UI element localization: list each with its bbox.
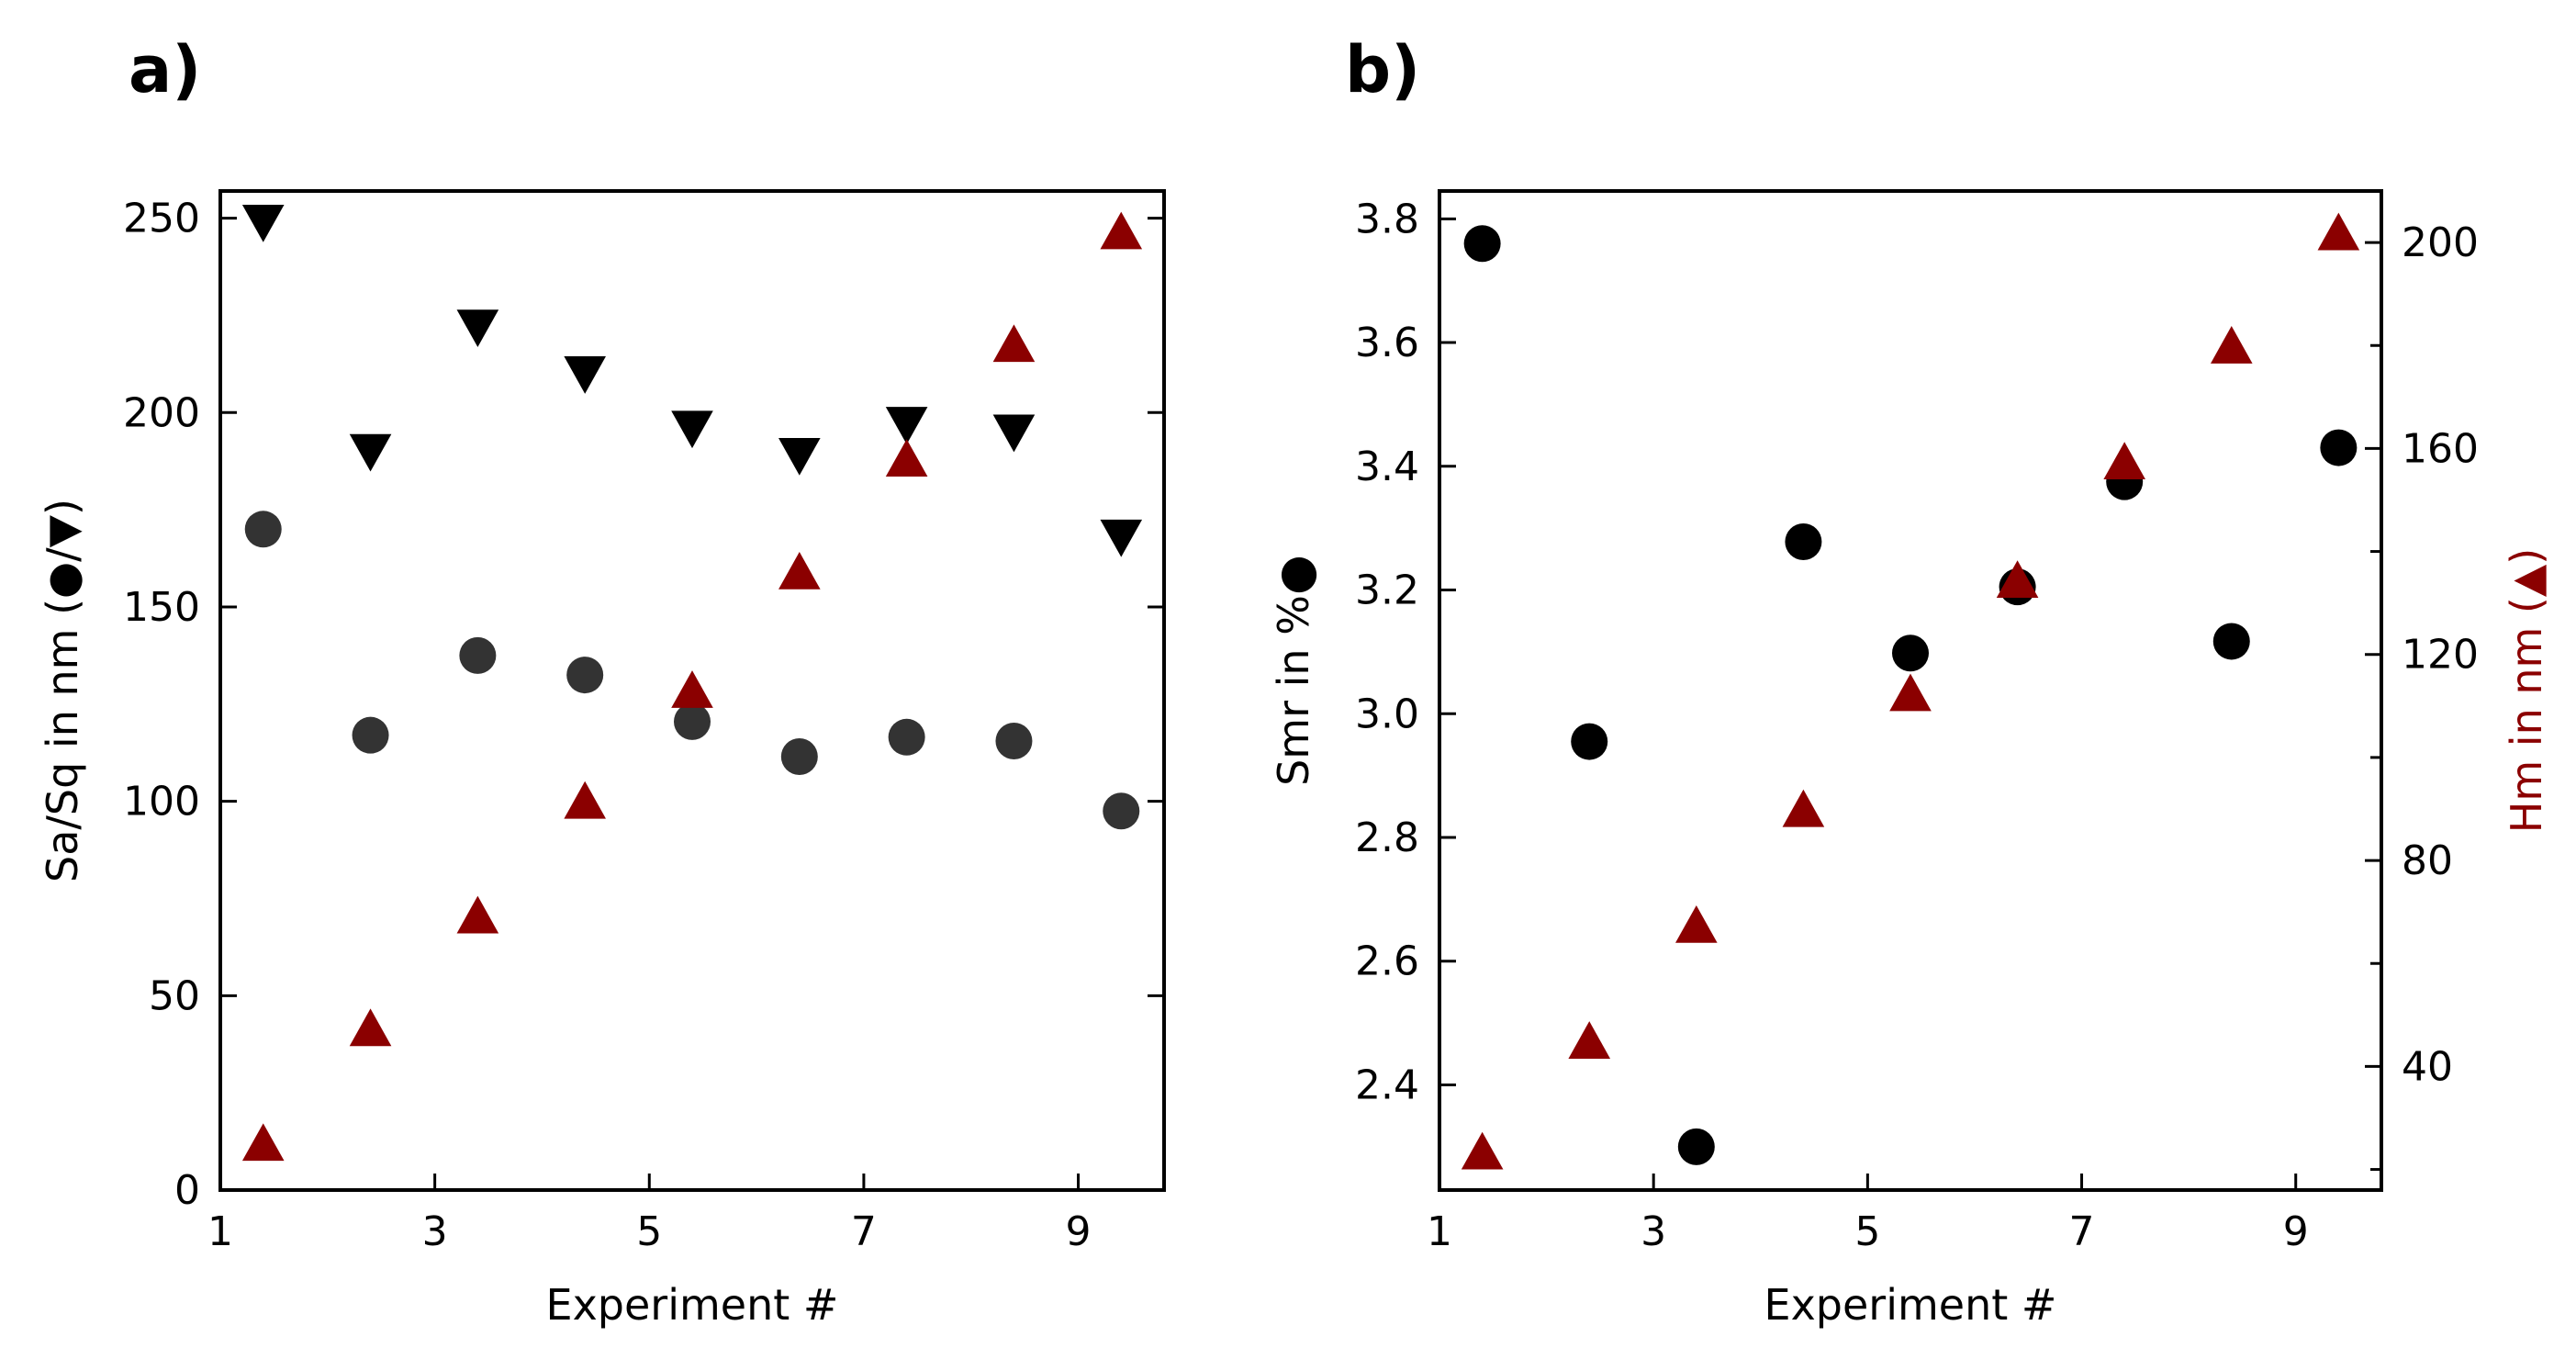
panel-a-sa-point bbox=[780, 737, 818, 775]
panel-b-marks bbox=[1461, 212, 2360, 1170]
panel-b-ylabel-right: Hm in nm (▲) bbox=[2502, 548, 2551, 833]
panel-a-hm-point bbox=[778, 551, 821, 590]
panel-b-xtick-label: 3 bbox=[1641, 1208, 1666, 1255]
panel-b-ytick-left-label: 3.4 bbox=[1355, 444, 1419, 490]
panel-a-ylabel: Sa/Sq in nm (●/▼) bbox=[38, 499, 87, 882]
panel-a-label: a) bbox=[129, 32, 201, 107]
panel-a-ylabel-slash: / bbox=[38, 547, 87, 562]
panel-b-ytick-right-label: 200 bbox=[2402, 219, 2479, 266]
panel-a-xtick-label: 7 bbox=[851, 1208, 877, 1255]
panel-a-hm-point bbox=[456, 895, 499, 934]
panel-a-frame bbox=[218, 189, 1166, 1192]
panel-b-ytick-left-label: 3.6 bbox=[1355, 320, 1419, 366]
panel-a-sq-point bbox=[564, 356, 606, 394]
panel-a-sq-point bbox=[885, 407, 928, 444]
panel-a-sq-point bbox=[992, 414, 1036, 453]
panel-b-ytick-right-label: 80 bbox=[2402, 837, 2453, 884]
panel-a-ylabel-main: Sa/Sq in nm ( bbox=[38, 599, 87, 882]
panel-b-hm-point bbox=[1675, 904, 1718, 943]
panel-b-ylabel-left-marker: ● bbox=[1269, 555, 1322, 595]
panel-b-ytick-left-label: 3.8 bbox=[1355, 196, 1419, 242]
panel-b-ticks: 1 3 5 7 9 2.4 2.6 2.8 3.0 3.2 3.4 3.6 3.8 40 80 120 160 2… bbox=[1355, 196, 2479, 1255]
panel-a-ytick-label: 100 bbox=[123, 779, 200, 826]
panel-b-smr-point bbox=[2320, 429, 2358, 466]
panel-a-sa-point bbox=[674, 702, 711, 740]
panel-b-ytick-left-label: 3.2 bbox=[1355, 567, 1419, 614]
panel-a-ytick-label: 250 bbox=[123, 196, 200, 242]
panel-a-xtick-label: 5 bbox=[636, 1208, 662, 1255]
panel-a-sa-point bbox=[995, 723, 1033, 760]
panel-b-ylabel-left-text: Smr in % bbox=[1269, 595, 1318, 786]
panel-b-hm-point bbox=[1996, 560, 2039, 599]
panel-b-hm-point bbox=[1782, 789, 1825, 827]
panel-a-sq-point bbox=[1100, 519, 1143, 557]
panel-b-label: b) bbox=[1345, 32, 1420, 107]
panel-a-ylabel-close: ) bbox=[38, 499, 87, 515]
panel-b-ytick-left-label: 2.4 bbox=[1355, 1061, 1419, 1108]
panel-b-xtick-label: 5 bbox=[1854, 1208, 1880, 1255]
panel-a-sa-point bbox=[566, 657, 604, 694]
panel-b-smr-point bbox=[2212, 623, 2250, 660]
panel-b-ylabel-right-text: Hm in nm ( bbox=[2502, 597, 2551, 833]
panel-b-xtick-label: 7 bbox=[2069, 1208, 2095, 1255]
panel-a-hm-point bbox=[992, 324, 1036, 363]
panel-b-ytick-left-label: 2.8 bbox=[1355, 814, 1419, 861]
panel-a: a) 1 3 5 7 9 0 50 100 150 200 250 Experiment # Sa/… bbox=[38, 32, 1166, 1330]
panel-b-smr-point bbox=[1571, 723, 1608, 760]
panel-a-xlabel: Experiment # bbox=[546, 1280, 839, 1330]
panel-b-ytick-left-label: 2.6 bbox=[1355, 938, 1419, 985]
panel-a-hm-point bbox=[564, 781, 606, 819]
panel-b-hm-point bbox=[2210, 326, 2253, 364]
panel-a-sa-point bbox=[888, 718, 925, 756]
panel-a-ylabel-tri: ▼ bbox=[38, 514, 87, 547]
panel-a-hm-point bbox=[885, 439, 928, 477]
panel-b-hm-point bbox=[2317, 212, 2360, 251]
panel-a-sa-point bbox=[244, 511, 282, 548]
panel-a-ytick-label: 150 bbox=[123, 584, 200, 631]
panel-a-sq-point bbox=[241, 204, 285, 242]
panel-b-ytick-right-label: 120 bbox=[2402, 632, 2479, 679]
panel-b-hm-point bbox=[1461, 1131, 1504, 1170]
panel-b-smr-point bbox=[1785, 522, 1822, 560]
panel-a-ytick-label: 0 bbox=[174, 1167, 200, 1214]
panel-b-smr-point bbox=[1463, 225, 1501, 263]
panel-a-marks bbox=[241, 204, 1143, 1162]
panel-a-sq-point bbox=[671, 410, 713, 449]
panel-b-hm-point bbox=[1889, 673, 1932, 712]
panel-b-xtick-label: 1 bbox=[1427, 1208, 1452, 1255]
panel-a-sa-point bbox=[352, 716, 389, 754]
panel-a-ticks: 1 3 5 7 9 0 50 100 150 200 250 bbox=[123, 196, 1164, 1255]
panel-a-xtick-label: 3 bbox=[422, 1208, 448, 1255]
panel-b-hm-point bbox=[1568, 1021, 1611, 1059]
panel-a-ytick-label: 200 bbox=[123, 389, 200, 436]
panel-a-xtick-label: 9 bbox=[1066, 1208, 1092, 1255]
panel-a-hm-point bbox=[241, 1123, 285, 1162]
panel-b-ylabel-left: Smr in % bbox=[1269, 595, 1318, 786]
panel-b-ytick-right-label: 40 bbox=[2402, 1043, 2453, 1090]
panel-a-sq-point bbox=[349, 433, 392, 472]
panel-b-frame bbox=[1438, 189, 2383, 1192]
panel-b: b) 1 3 5 7 92.42.62.83.03.23.43.63.840801201… bbox=[1269, 32, 2551, 1330]
panel-b-smr-point bbox=[1677, 1128, 1715, 1165]
panel-a-hm-point bbox=[671, 670, 713, 708]
panel-b-ylabel-right-marker: ▲ bbox=[2502, 564, 2551, 597]
panel-a-hm-point bbox=[349, 1008, 392, 1047]
panel-a-sq-point bbox=[456, 309, 499, 348]
panel-a-sa-point bbox=[1103, 792, 1140, 830]
panel-a-xtick-label: 1 bbox=[207, 1208, 233, 1255]
panel-b-ylabel-right-close: ) bbox=[2502, 548, 2551, 565]
panel-b-ytick-left-label: 3.0 bbox=[1355, 691, 1419, 737]
panel-a-sa-point bbox=[459, 636, 497, 674]
panel-a-ylabel-circle: ● bbox=[38, 562, 87, 599]
panel-a-sq-point bbox=[778, 437, 821, 476]
panel-b-ytick-right-label: 160 bbox=[2402, 425, 2479, 472]
panel-a-ytick-label: 50 bbox=[149, 972, 200, 1019]
panel-b-smr-point bbox=[1892, 635, 1929, 672]
panel-b-xtick-label: 9 bbox=[2283, 1208, 2309, 1255]
panel-a-hm-point bbox=[1100, 211, 1143, 250]
panel-b-xlabel: Experiment # bbox=[1764, 1280, 2057, 1330]
panel-b-hm-point bbox=[2103, 442, 2145, 480]
